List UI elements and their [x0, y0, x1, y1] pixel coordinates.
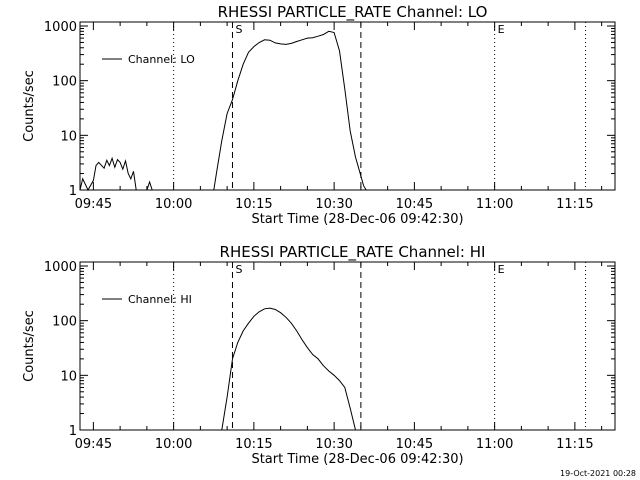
y-tick-label: 1000	[44, 20, 77, 35]
event-marker-label: E	[498, 263, 505, 276]
y-tick-label: 10	[60, 129, 77, 144]
legend-label: Channel: HI	[128, 293, 192, 306]
y-tick-label: 10	[60, 369, 77, 384]
x-tick-label: 10:15	[235, 197, 272, 212]
y-tick-label: 1	[69, 184, 77, 199]
series-line	[79, 30, 367, 192]
x-axis-label: Start Time (28-Dec-06 09:42:30)	[251, 452, 463, 467]
series-line	[221, 307, 356, 431]
x-tick-label: 09:45	[75, 437, 112, 452]
x-tick-label: 10:30	[315, 197, 352, 212]
event-marker-label: E	[498, 23, 505, 36]
chart-panel-1: RHESSI PARTICLE_RATE Channel: LO 1 10 100 10…	[22, 3, 616, 227]
legend-label: Channel: LO	[128, 53, 195, 66]
event-marker-label: S	[235, 263, 242, 276]
y-tick-label: 1000	[44, 260, 77, 275]
chart-panel-2: RHESSI PARTICLE_RATE Channel: HI 1 10 100 10…	[22, 243, 616, 467]
x-tick-label: 09:45	[75, 197, 112, 212]
figure-timestamp: 19-Oct-2021 00:28	[560, 469, 636, 478]
x-tick-label: 11:15	[556, 197, 593, 212]
x-axis-label: Start Time (28-Dec-06 09:42:30)	[251, 212, 463, 227]
plot-frame	[79, 261, 616, 431]
x-tick-label: 10:15	[235, 437, 272, 452]
x-tick-label: 11:15	[556, 437, 593, 452]
event-marker-label: S	[235, 23, 242, 36]
y-axis-label: Counts/sec	[22, 310, 37, 382]
chart-title: RHESSI PARTICLE_RATE Channel: LO	[218, 3, 488, 22]
x-tick-label: 10:45	[396, 197, 433, 212]
y-tick-label: 1	[69, 424, 77, 439]
chart-title: RHESSI PARTICLE_RATE Channel: HI	[220, 243, 486, 262]
y-tick-label: 100	[52, 75, 77, 90]
x-tick-label: 10:30	[315, 437, 352, 452]
x-tick-label: 10:00	[155, 437, 192, 452]
plot-frame	[79, 21, 616, 191]
x-tick-label: 10:00	[155, 197, 192, 212]
y-axis-label: Counts/sec	[22, 70, 37, 142]
x-tick-label: 11:00	[476, 197, 513, 212]
y-tick-label: 100	[52, 315, 77, 330]
x-tick-label: 10:45	[396, 437, 433, 452]
x-tick-label: 11:00	[476, 437, 513, 452]
